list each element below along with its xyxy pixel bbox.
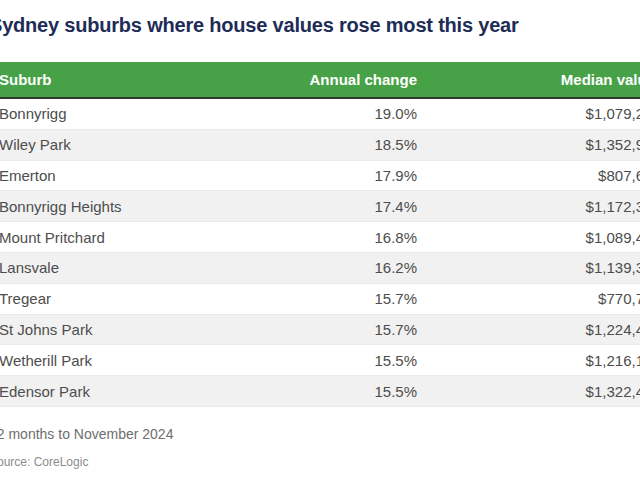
cell-suburb: Bonnyrigg Heights	[0, 198, 289, 215]
period-note: 12 months to November 2024	[0, 426, 173, 442]
table-row: Bonnyrigg 19.0% $1,079,2	[0, 99, 640, 130]
cell-annual-change: 19.0%	[289, 105, 417, 122]
cell-median-value: $1,139,3	[417, 259, 640, 276]
table-row: Tregear 15.7% $770,7	[0, 284, 640, 315]
infographic-sheet: Sydney suburbs where house values rose m…	[0, 0, 640, 480]
cell-suburb: Wiley Park	[0, 136, 289, 153]
table-row: St Johns Park 15.7% $1,224,4	[0, 315, 640, 346]
cell-annual-change: 15.7%	[289, 321, 417, 338]
table-row: Mount Pritchard 16.8% $1,089,4	[0, 222, 640, 253]
cell-annual-change: 15.5%	[289, 352, 417, 369]
cell-suburb: Mount Pritchard	[0, 229, 289, 246]
column-header-suburb: Suburb	[0, 71, 289, 88]
page-title: Sydney suburbs where house values rose m…	[0, 13, 519, 37]
table-row: Wiley Park 18.5% $1,352,9	[0, 130, 640, 161]
cell-median-value: $1,224,4	[417, 321, 640, 338]
cell-median-value: $1,352,9	[417, 136, 640, 153]
cell-suburb: Edensor Park	[0, 383, 289, 400]
suburbs-table: Suburb Annual change Median value Bonnyr…	[0, 62, 640, 407]
table-row: Bonnyrigg Heights 17.4% $1,172,3	[0, 191, 640, 222]
table-row: Wetherill Park 15.5% $1,216,1	[0, 345, 640, 376]
table-row: Emerton 17.9% $807,6	[0, 161, 640, 192]
column-header-median-value: Median value	[428, 71, 640, 88]
cell-median-value: $770,7	[417, 290, 640, 307]
table-body: Bonnyrigg 19.0% $1,079,2 Wiley Park 18.5…	[0, 99, 640, 407]
cell-median-value: $1,216,1	[417, 352, 640, 369]
cell-suburb: Lansvale	[0, 259, 289, 276]
source-note: Source: CoreLogic	[0, 455, 88, 469]
cell-annual-change: 16.2%	[289, 259, 417, 276]
cell-annual-change: 18.5%	[289, 136, 417, 153]
table-row: Lansvale 16.2% $1,139,3	[0, 253, 640, 284]
cell-suburb: St Johns Park	[0, 321, 289, 338]
column-header-annual-change: Annual change	[289, 71, 417, 88]
table-header-row: Suburb Annual change Median value	[0, 62, 640, 99]
cell-annual-change: 16.8%	[289, 229, 417, 246]
cell-annual-change: 17.4%	[289, 198, 417, 215]
cell-annual-change: 15.7%	[289, 290, 417, 307]
cell-median-value: $1,089,4	[417, 229, 640, 246]
cell-annual-change: 17.9%	[289, 167, 417, 184]
cell-median-value: $1,172,3	[417, 198, 640, 215]
table-row: Edensor Park 15.5% $1,322,4	[0, 376, 640, 407]
cell-median-value: $1,079,2	[417, 105, 640, 122]
cell-suburb: Bonnyrigg	[0, 105, 289, 122]
cell-median-value: $807,6	[417, 167, 640, 184]
cell-suburb: Wetherill Park	[0, 352, 289, 369]
cell-suburb: Tregear	[0, 290, 289, 307]
cell-median-value: $1,322,4	[417, 383, 640, 400]
cell-suburb: Emerton	[0, 167, 289, 184]
cell-annual-change: 15.5%	[289, 383, 417, 400]
